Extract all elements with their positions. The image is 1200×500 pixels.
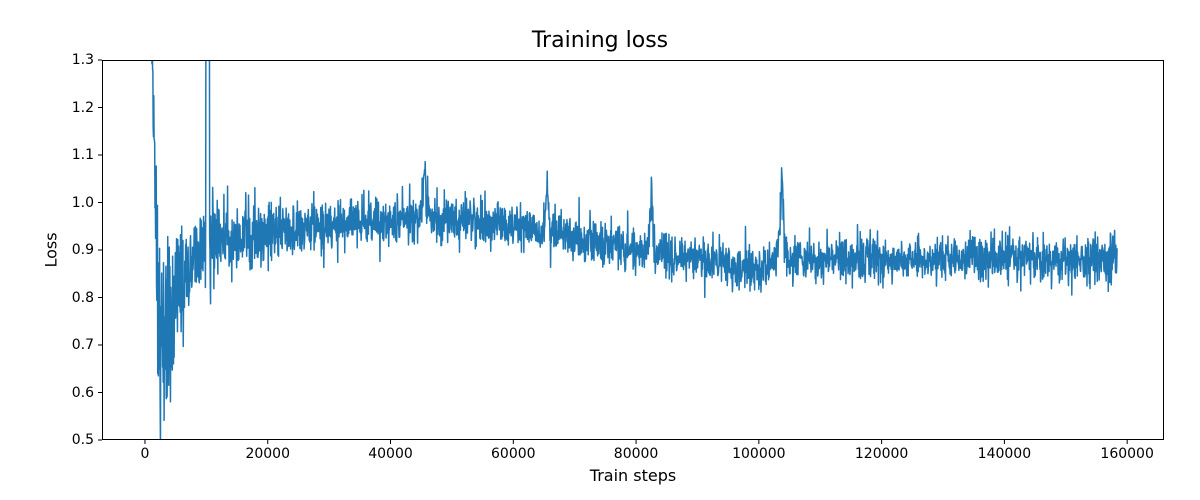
loss-series-line	[146, 61, 1117, 439]
x-tick-label: 0	[141, 446, 150, 462]
y-axis-label: Loss	[41, 232, 60, 267]
x-tick-label: 120000	[855, 446, 908, 462]
x-tick-label: 80000	[614, 446, 659, 462]
plot-svg	[103, 61, 1163, 439]
y-tick-label: 1.0	[72, 195, 94, 211]
x-axis-label: Train steps	[590, 466, 676, 485]
x-tick-label: 60000	[491, 446, 536, 462]
x-tick-label: 100000	[732, 446, 785, 462]
y-tick-label: 1.2	[72, 100, 94, 116]
x-tick-label: 140000	[978, 446, 1031, 462]
y-tick-label: 0.9	[72, 242, 94, 258]
figure: Training loss 0 20000 40000 60000 80000 10000…	[0, 0, 1200, 500]
y-tick-label: 1.1	[72, 147, 94, 163]
y-tick-label: 1.3	[72, 52, 94, 68]
x-tick-label: 20000	[245, 446, 290, 462]
plot-area	[102, 60, 1164, 440]
x-tick-label: 40000	[368, 446, 413, 462]
y-tick-label: 0.8	[72, 290, 94, 306]
chart-title: Training loss	[0, 28, 1200, 53]
y-tick-label: 0.7	[72, 337, 94, 353]
x-tick-label: 160000	[1100, 446, 1153, 462]
y-tick-label: 0.6	[72, 385, 94, 401]
y-tick-label: 0.5	[72, 432, 94, 448]
